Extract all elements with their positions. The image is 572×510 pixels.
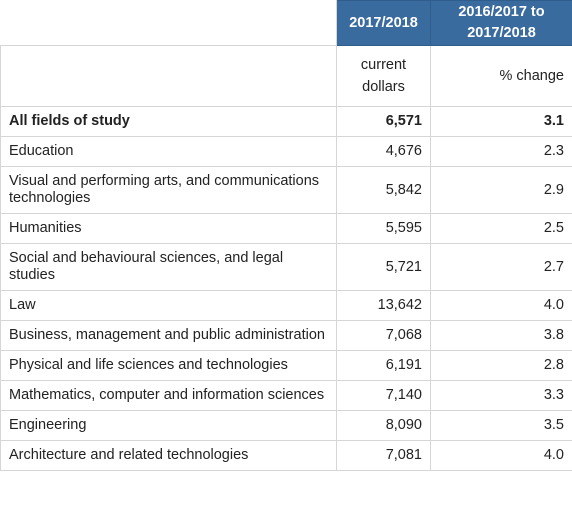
data-row: Humanities 5,595 2.5 [0,213,572,244]
change-value: 2.9 [430,166,572,214]
tuition-value: 8,090 [336,410,431,441]
data-row: Mathematics, computer and information sc… [0,380,572,411]
data-row: Visual and performing arts, and communic… [0,166,572,214]
tuition-value: 5,842 [336,166,431,214]
unit-label: % change [430,45,572,107]
change-value: 2.5 [430,213,572,244]
data-row: Law 13,642 4.0 [0,290,572,321]
change-value: 3.3 [430,380,572,411]
change-value: 2.8 [430,350,572,381]
data-row: Physical and life sciences and technolog… [0,350,572,381]
tuition-value: 4,676 [336,136,431,167]
column-header: 2017/2018 [336,0,431,46]
field-label: Engineering [0,410,337,441]
field-label: Business, management and public administ… [0,320,337,351]
data-row: Architecture and related technologies 7,0… [0,440,572,471]
table-head: 2017/2018 2016/2017 to 2017/2018 current… [0,0,572,107]
tuition-table: 2017/2018 2016/2017 to 2017/2018 current… [0,0,572,471]
empty-cell [0,45,337,107]
change-value: 3.1 [430,106,572,137]
field-label: Physical and life sciences and technolog… [0,350,337,381]
change-value: 4.0 [430,440,572,471]
data-row: Engineering 8,090 3.5 [0,410,572,441]
units-row: current dollars % change [0,45,572,107]
tuition-value: 7,140 [336,380,431,411]
field-label: Humanities [0,213,337,244]
change-value: 3.5 [430,410,572,441]
corner-cell [0,0,337,46]
change-value: 4.0 [430,290,572,321]
field-label: Visual and performing arts, and communic… [0,166,337,214]
field-label: Education [0,136,337,167]
data-row: Education 4,676 2.3 [0,136,572,167]
data-row: All fields of study 6,571 3.1 [0,106,572,137]
tuition-value: 7,068 [336,320,431,351]
tuition-value: 6,571 [336,106,431,137]
table-body: All fields of study 6,571 3.1 Education 4,67… [0,106,572,471]
header-row: 2017/2018 2016/2017 to 2017/2018 [0,0,572,46]
data-row: Business, management and public administ… [0,320,572,351]
change-value: 2.7 [430,243,572,291]
unit-label: current dollars [336,45,431,107]
field-label: Mathematics, computer and information sc… [0,380,337,411]
field-label: Architecture and related technologies [0,440,337,471]
data-row: Social and behavioural sciences, and leg… [0,243,572,291]
tuition-value: 7,081 [336,440,431,471]
field-label: Law [0,290,337,321]
change-value: 2.3 [430,136,572,167]
column-header: 2016/2017 to 2017/2018 [430,0,572,46]
tuition-value: 13,642 [336,290,431,321]
change-value: 3.8 [430,320,572,351]
tuition-value: 6,191 [336,350,431,381]
tuition-value: 5,595 [336,213,431,244]
field-label: Social and behavioural sciences, and leg… [0,243,337,291]
field-label: All fields of study [0,106,337,137]
tuition-value: 5,721 [336,243,431,291]
